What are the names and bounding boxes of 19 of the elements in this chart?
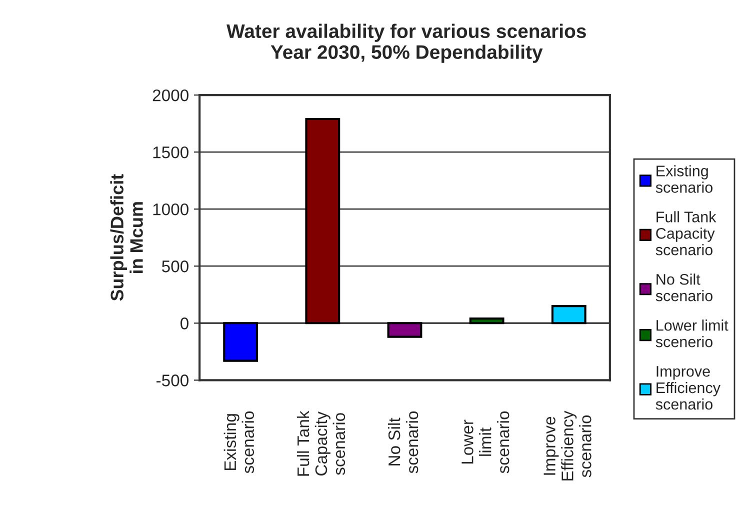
x-tick-label: Existing scenario xyxy=(224,411,254,474)
y-tick-label: 1500 xyxy=(153,146,188,158)
legend-label: No Silt scenario xyxy=(656,274,712,302)
legend-label: Existing scenario xyxy=(656,165,712,193)
legend-label: Full Tank Capacity scenario xyxy=(656,211,716,256)
x-tick-label: Improve Efficiency scenario xyxy=(544,410,592,480)
y-tick-label: 500 xyxy=(162,260,188,272)
chart-title: Water availability for various scenarios xyxy=(226,24,586,42)
y-tick-label: 0 xyxy=(180,318,188,330)
x-tick-label: No Silt scenario xyxy=(388,411,418,474)
y-tick-label: -500 xyxy=(156,374,188,386)
legend-label: Lower limit scenerio xyxy=(656,320,728,348)
y-tick-label: 2000 xyxy=(152,89,188,102)
y-axis-title: Surplus/Deficit in Mcum xyxy=(110,174,143,301)
x-tick-label: Lower limit scenario xyxy=(462,411,510,474)
legend-label: Improve Efficiency scenario xyxy=(656,366,720,410)
chart-subtitle: Year 2030, 50% Dependability xyxy=(270,44,543,63)
x-tick-label: Full Tank Capacity scenario xyxy=(296,410,346,476)
y-tick-label: 1000 xyxy=(153,203,188,216)
